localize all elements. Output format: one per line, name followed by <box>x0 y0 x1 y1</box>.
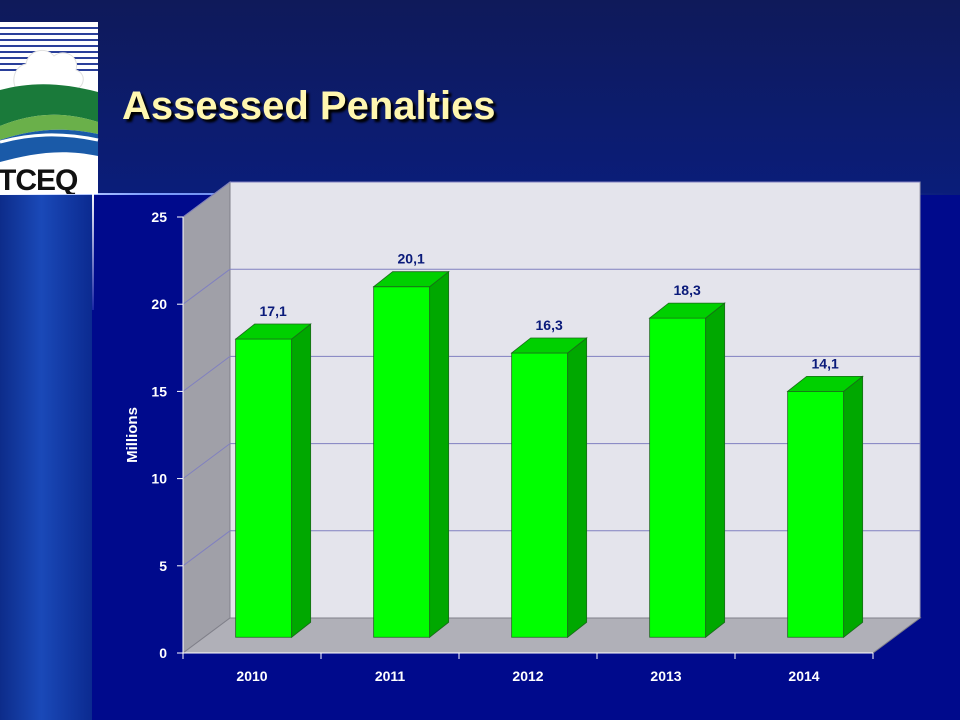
gridline-side-20 <box>182 268 231 305</box>
gridline-side-5 <box>182 530 231 567</box>
y-tick-label: 0 <box>159 645 167 661</box>
bar-side <box>291 323 312 639</box>
bar <box>648 302 726 639</box>
data-label: 20,1 <box>398 251 425 267</box>
y-tick-label: 10 <box>151 471 167 487</box>
x-tick-label: 2011 <box>375 668 406 684</box>
x-tick-label: 2014 <box>788 668 819 684</box>
bar-top <box>510 337 588 354</box>
bar-side <box>705 302 726 639</box>
x-tick-label: 2012 <box>512 668 543 684</box>
bar <box>372 270 450 639</box>
bar-front <box>787 390 845 638</box>
data-label: 14,1 <box>812 355 839 371</box>
y-tick-label: 15 <box>151 383 167 399</box>
gridline-side-10 <box>182 443 231 480</box>
bar-front <box>511 352 569 638</box>
bar-side <box>843 375 864 639</box>
data-label: 16,3 <box>536 317 563 333</box>
header-background <box>0 0 960 195</box>
gridline-side-15 <box>182 355 231 392</box>
x-tick-label: 2010 <box>236 668 267 684</box>
tceq-logo: TCEQ <box>0 22 99 194</box>
x-tick-label: 2013 <box>650 668 681 684</box>
y-tick-label: 5 <box>159 558 167 574</box>
bar <box>234 323 312 639</box>
logo-text: TCEQ <box>0 164 78 194</box>
bar-top <box>234 323 312 340</box>
bar-top <box>648 302 726 319</box>
data-label: 18,3 <box>674 282 701 298</box>
bar-side <box>429 270 450 639</box>
y-tick-label: 20 <box>151 296 167 312</box>
chart-side-wall <box>182 181 231 654</box>
bar-top <box>372 271 450 288</box>
bar-front <box>235 338 293 638</box>
data-label: 17,1 <box>260 303 287 319</box>
y-tick-label: 25 <box>151 209 167 225</box>
bar <box>786 375 864 639</box>
bar-side <box>567 337 588 639</box>
gridline-side-25 <box>182 181 231 218</box>
bar-top <box>786 375 864 392</box>
y-axis-label: Millions <box>124 407 141 463</box>
bar-front <box>649 317 707 638</box>
bar <box>510 337 588 639</box>
slide-title: Assessed Penalties <box>122 84 496 128</box>
left-divider <box>92 190 94 310</box>
bar-front <box>373 286 431 638</box>
left-band-background <box>0 195 92 720</box>
